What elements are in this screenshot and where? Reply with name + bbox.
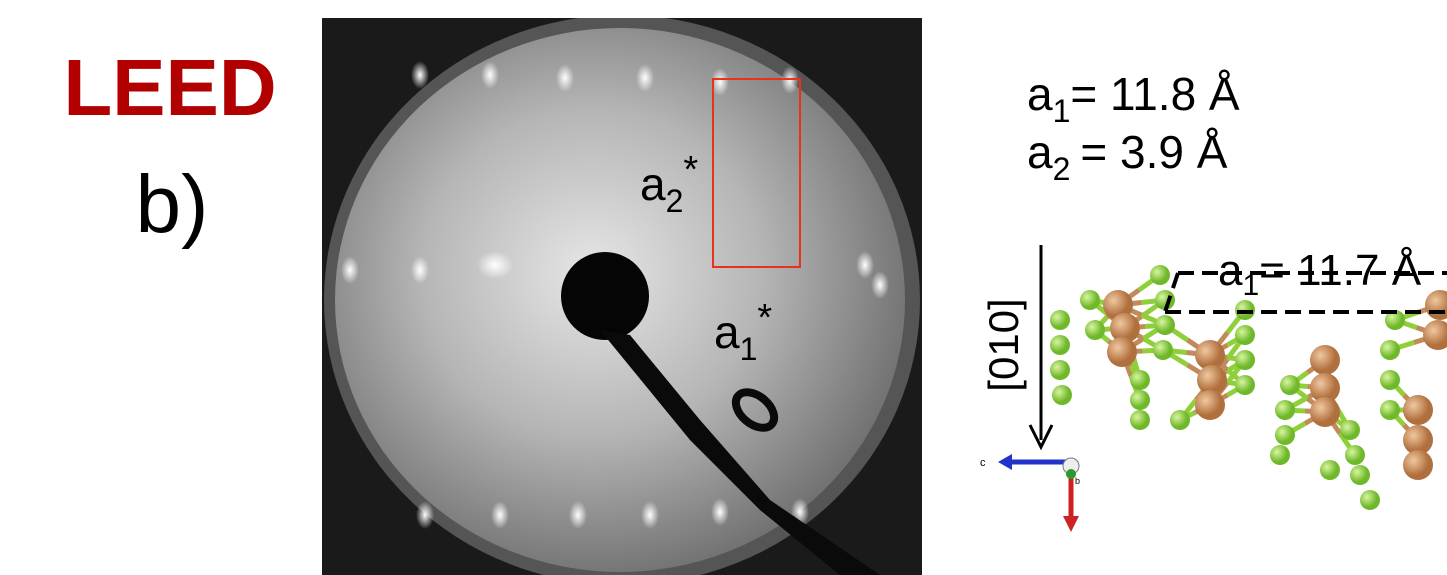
param-sub: 2 — [1053, 151, 1071, 187]
se-atom — [1235, 325, 1255, 345]
label-base: a — [714, 306, 740, 358]
se-atom — [1085, 320, 1105, 340]
diffraction-spot — [411, 61, 429, 89]
se-atom — [1340, 420, 1360, 440]
se-atom — [1130, 410, 1150, 430]
se-atom — [1170, 410, 1190, 430]
se-atom — [1080, 290, 1100, 310]
se-atom — [1050, 335, 1070, 355]
arrow-head — [998, 454, 1012, 470]
diffraction-spot — [871, 271, 889, 299]
param-base: a — [1027, 126, 1053, 178]
se-atom — [1130, 370, 1150, 390]
se-atom — [1050, 360, 1070, 380]
panel-label: b) — [136, 159, 209, 250]
param-value: = 11.8 Å — [1070, 68, 1240, 120]
diffraction-spot — [556, 64, 574, 92]
diffraction-spot — [636, 64, 654, 92]
se-atom — [1052, 385, 1072, 405]
diffraction-spot — [491, 501, 509, 529]
label-value: = 11.7 Å — [1259, 246, 1422, 295]
axis-label: c — [980, 457, 986, 469]
figure: LEED b) a2* a1* a1= 11.8 Å a2= 3.9 Å a1=… — [0, 0, 1447, 575]
param-base: a — [1027, 68, 1053, 120]
se-atom — [1320, 460, 1340, 480]
label-sub: 1 — [1242, 269, 1259, 302]
arrow-head — [1063, 516, 1079, 532]
se-atom — [1050, 310, 1070, 330]
cu-atom — [1310, 345, 1340, 375]
param-value: = 3.9 Å — [1080, 126, 1227, 178]
lattice-param: a2= 3.9 Å — [1027, 126, 1228, 187]
label-sub: 1 — [740, 331, 758, 367]
se-atom — [1153, 340, 1173, 360]
cu-atom — [1310, 397, 1340, 427]
cu-atom — [1403, 395, 1433, 425]
diffraction-spot — [416, 501, 434, 529]
direction-label: [010] — [980, 298, 1027, 391]
se-atom — [1345, 445, 1365, 465]
se-atom — [1360, 490, 1380, 510]
se-atom — [1280, 375, 1300, 395]
cu-atom — [1195, 390, 1225, 420]
se-atom — [1275, 400, 1295, 420]
cu-atom — [1403, 450, 1433, 480]
diffraction-spot — [477, 251, 513, 279]
structure-label: a1= 11.7 Å — [1218, 246, 1422, 302]
page: {"title": "LEED", "panel": "b)", "leed":… — [0, 0, 1447, 575]
se-atom — [1235, 375, 1255, 395]
title: LEED — [63, 43, 276, 132]
diffraction-spot — [711, 498, 729, 526]
diffraction-spot — [411, 256, 429, 284]
se-atom — [1155, 315, 1175, 335]
se-atom — [1235, 350, 1255, 370]
label-base: a — [1218, 246, 1243, 295]
cu-atom — [1423, 320, 1447, 350]
label-sup: * — [757, 297, 772, 339]
diffraction-spot — [641, 501, 659, 529]
diffraction-spot — [569, 501, 587, 529]
cu-atom — [1107, 337, 1137, 367]
diffraction-spot — [856, 251, 874, 279]
se-atom — [1380, 400, 1400, 420]
cu-atom — [1425, 290, 1447, 320]
label-sup: * — [683, 149, 698, 191]
se-atom — [1150, 265, 1170, 285]
param-sub: 1 — [1053, 93, 1071, 129]
leed-image — [322, 15, 922, 575]
se-atom — [1380, 340, 1400, 360]
se-atom — [1380, 370, 1400, 390]
axis-label: b — [1075, 476, 1080, 486]
se-atom — [1350, 465, 1370, 485]
label-sub: 2 — [666, 183, 684, 219]
diffraction-spot — [481, 61, 499, 89]
se-atom — [1130, 390, 1150, 410]
se-atom — [1270, 445, 1290, 465]
se-atom — [1275, 425, 1295, 445]
label-base: a — [640, 158, 666, 210]
lattice-param: a1= 11.8 Å — [1027, 68, 1240, 129]
diffraction-spot — [341, 256, 359, 284]
